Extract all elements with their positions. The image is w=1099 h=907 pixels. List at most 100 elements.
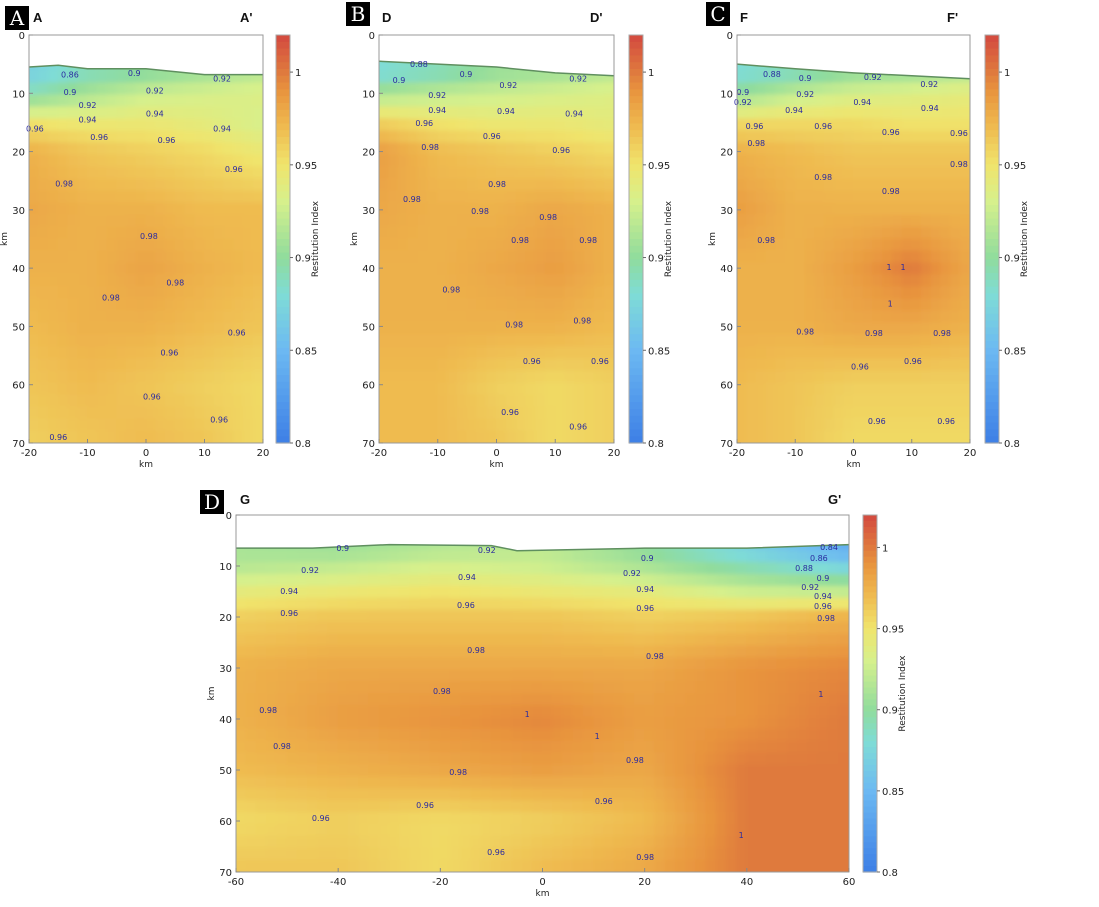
- heatmap-cell: [959, 154, 970, 168]
- heatmap-cell: [296, 812, 309, 825]
- heatmap-cell: [213, 142, 225, 156]
- colorbar-segment: [629, 415, 643, 424]
- colorbar-segment: [276, 245, 290, 254]
- heatmap-cell: [959, 142, 970, 156]
- heatmap-cell: [379, 226, 390, 240]
- colorbar-segment: [629, 354, 643, 362]
- heatmap-cell: [174, 70, 186, 84]
- heatmap-cell: [327, 645, 339, 659]
- heatmap-cell: [398, 274, 409, 288]
- heatmap-cell: [38, 418, 49, 432]
- heatmap-cell: [746, 562, 758, 575]
- heatmap-cell: [823, 226, 835, 240]
- heatmap-cell: [243, 406, 254, 420]
- heatmap-cell: [950, 190, 961, 204]
- heatmap-cell: [490, 609, 503, 623]
- heatmap-cell: [542, 585, 554, 599]
- heatmap-cell: [48, 358, 59, 372]
- heatmap-cell: [775, 118, 787, 132]
- heatmap-cell: [155, 190, 166, 204]
- heatmap-cell: [521, 716, 533, 730]
- heatmap-cell: [388, 823, 400, 837]
- colorbar-segment: [276, 164, 290, 172]
- heatmap-cell: [286, 835, 298, 849]
- heatmap-cell: [515, 286, 527, 300]
- heatmap-cell: [87, 394, 98, 408]
- heatmap-cell: [505, 406, 517, 420]
- heatmap-cell: [204, 394, 215, 408]
- heatmap-cell: [574, 418, 586, 432]
- heatmap-cell: [794, 226, 806, 240]
- heatmap-cell: [38, 118, 49, 132]
- heatmap-cell: [695, 800, 707, 813]
- heatmap-cell: [593, 752, 605, 766]
- heatmap-cell: [223, 418, 235, 432]
- heatmap-cell: [447, 382, 458, 396]
- heatmap-cell: [296, 574, 309, 587]
- heatmap-cell: [969, 430, 970, 443]
- heatmap-cell: [358, 800, 370, 813]
- heatmap-cell: [145, 310, 157, 324]
- heatmap-cell: [848, 550, 849, 564]
- heatmap-cell: [429, 633, 441, 647]
- heatmap-cell: [685, 764, 697, 778]
- heatmap-cell: [574, 322, 586, 336]
- heatmap-cell: [644, 740, 656, 754]
- heatmap-cell: [447, 226, 458, 240]
- heatmap-cell: [525, 250, 537, 264]
- heatmap-cell: [872, 286, 884, 300]
- heatmap-cell: [456, 142, 468, 156]
- heatmap-cell: [307, 812, 319, 825]
- heatmap-cell: [814, 166, 825, 180]
- heatmap-cell: [213, 130, 225, 144]
- heatmap-cell: [307, 574, 319, 587]
- heatmap-cell: [262, 250, 263, 264]
- heatmap-cell: [466, 190, 478, 204]
- heatmap-cell: [843, 82, 854, 96]
- heatmap-cell: [417, 154, 429, 168]
- heatmap-cell: [814, 130, 825, 144]
- heatmap-cell: [685, 788, 697, 802]
- heatmap-cell: [450, 764, 462, 778]
- heatmap-cell: [736, 788, 748, 802]
- heatmap-cell: [737, 202, 748, 216]
- heatmap-cell: [535, 178, 546, 192]
- heatmap-cell: [582, 752, 595, 766]
- heatmap-cell: [797, 835, 809, 849]
- heatmap-cell: [794, 418, 806, 432]
- heatmap-cell: [572, 728, 584, 742]
- heatmap-cell: [695, 776, 707, 790]
- heatmap-cell: [174, 202, 186, 216]
- heatmap-cell: [891, 250, 903, 264]
- heatmap-cell: [814, 35, 825, 36]
- heatmap-cell: [233, 418, 244, 432]
- heatmap-cell: [116, 82, 127, 96]
- heatmap-cell: [940, 142, 952, 156]
- heatmap-cell: [817, 585, 830, 599]
- heatmap-cell: [236, 681, 247, 694]
- heatmap-cell: [417, 322, 429, 336]
- y-tick-label: 10: [720, 89, 733, 100]
- heatmap-cell: [126, 166, 137, 180]
- heatmap-cell: [544, 274, 556, 288]
- heatmap-cell: [823, 190, 835, 204]
- heatmap-cell: [194, 382, 205, 396]
- heatmap-cell: [165, 106, 176, 120]
- heatmap-cell: [456, 70, 468, 84]
- heatmap-cell: [317, 693, 329, 706]
- heatmap-cell: [843, 118, 854, 132]
- heatmap-cell: [296, 716, 309, 730]
- heatmap-cell: [833, 238, 845, 252]
- heatmap-cell: [388, 621, 400, 635]
- heatmap-cell: [542, 800, 554, 813]
- heatmap-cell: [476, 262, 488, 276]
- heatmap-cell: [644, 633, 656, 647]
- y-axis-label: km: [708, 232, 718, 246]
- heatmap-cell: [725, 823, 738, 837]
- heatmap-cell: [882, 190, 893, 204]
- heatmap-cell: [48, 274, 59, 288]
- heatmap-cell: [574, 190, 586, 204]
- heatmap-cell: [486, 202, 497, 216]
- heatmap-cell: [38, 298, 49, 312]
- heatmap-cell: [145, 190, 157, 204]
